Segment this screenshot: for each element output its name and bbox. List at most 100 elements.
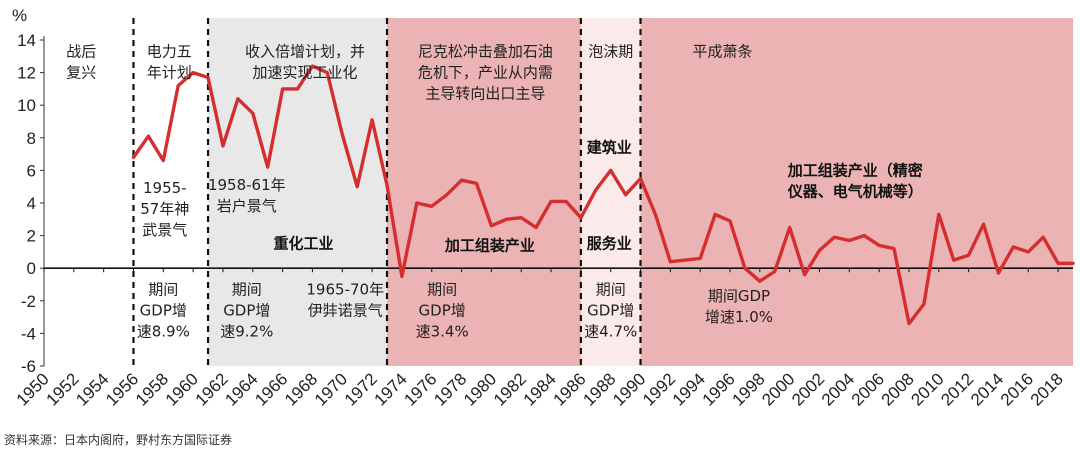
y-tick-label: -6 [21, 357, 36, 376]
annotation-line: 期间GDP [708, 287, 770, 305]
x-tick-label: 2014 [967, 369, 1007, 409]
period-band-2 [580, 18, 641, 366]
annotation-9: 加工组装产业 [444, 236, 535, 254]
x-tick-label: 1964 [221, 369, 261, 409]
x-tick-label: 1988 [579, 369, 619, 409]
x-tick-label: 1984 [520, 369, 560, 409]
annotation-8: 重化工业 [273, 235, 333, 253]
source-note: 资料来源：日本内阁府，野村东方国际证券 [4, 432, 232, 447]
x-tick-label: 2002 [788, 369, 828, 409]
annotation-17: 期间 GDP增速4.7% [584, 280, 637, 340]
annotation-line: 年计划 [147, 63, 192, 81]
annotation-12: 加工组装产业（精密仪器、电气机械等） [787, 161, 923, 200]
y-tick-label: -2 [21, 292, 36, 311]
x-tick-label: 2016 [997, 369, 1037, 409]
annotation-line: 57年神 [140, 200, 189, 218]
annotation-line: 平成萧条 [693, 42, 753, 60]
y-tick-label: 0 [27, 259, 36, 278]
annotation-line: 泡沫期 [588, 42, 633, 60]
annotation-10: 建筑业 [587, 138, 632, 156]
annotation-line: 期间 [596, 280, 626, 298]
annotation-line: 武景气 [142, 221, 187, 239]
x-tick-label: 1976 [400, 369, 440, 409]
annotation-line: 速8.9% [137, 322, 190, 340]
annotation-line: 速3.4% [416, 322, 469, 340]
annotation-4: 泡沫期 [588, 42, 633, 60]
x-tick-label: 2004 [818, 369, 858, 409]
annotation-11: 服务业 [587, 235, 632, 253]
annotation-13: 期间 GDP增速8.9% [137, 280, 190, 340]
annotation-18: 期间GDP 增速1.0% [705, 287, 773, 326]
x-tick-label: 1952 [42, 369, 82, 409]
annotation-line: 岩户景气 [217, 197, 277, 215]
x-tick-label: 1960 [162, 369, 202, 409]
x-tick-label: 1972 [341, 369, 381, 409]
annotation-line: 增速1.0% [705, 308, 773, 326]
annotation-7: 1958-61年岩户景气 [208, 176, 286, 215]
annotation-line: 建筑业 [587, 138, 632, 156]
x-tick-label: 1974 [371, 369, 411, 409]
x-tick-label: 1978 [430, 369, 470, 409]
annotation-line: 1965-70年 [306, 280, 384, 298]
annotation-line: 加工组装产业（精密 [787, 161, 923, 179]
annotation-line: 收入倍增计划，并 [245, 42, 365, 60]
annotation-line: 期间 [148, 280, 178, 298]
annotation-line: 服务业 [587, 235, 632, 253]
annotation-2: 收入倍增计划，并加速实现工业化 [245, 42, 365, 81]
x-tick-label: 2000 [758, 369, 798, 409]
x-tick-label: 1962 [192, 369, 232, 409]
x-tick-label: 1950 [13, 369, 53, 409]
x-tick-label: 1990 [609, 369, 649, 409]
annotation-15: 1965-70年伊弉诺景气 [306, 280, 384, 319]
annotation-line: 速4.7% [584, 322, 637, 340]
y-tick-label: 8 [27, 129, 36, 148]
annotation-line: 期间 [427, 280, 457, 298]
annotation-line: 复兴 [66, 63, 96, 81]
y-tick-label: 4 [27, 194, 36, 213]
annotation-line: GDP增 [223, 301, 270, 319]
period-backgrounds [208, 18, 1073, 366]
annotation-line: 速9.2% [220, 322, 273, 340]
annotation-line: 重化工业 [273, 235, 333, 253]
annotation-line: 战后 [66, 42, 96, 60]
x-tick-label: 1986 [550, 369, 590, 409]
annotation-line: 危机下，产业从内需 [418, 63, 553, 81]
annotation-3: 尼克松冲击叠加石油危机下，产业从内需主导转向出口主导 [418, 42, 553, 102]
annotation-6: 1955- 57年神武景气 [140, 179, 189, 239]
x-tick-label: 1994 [669, 369, 709, 409]
x-tick-label: 1998 [728, 369, 768, 409]
period-band-3 [640, 18, 1073, 366]
y-tick-label: 6 [27, 161, 36, 180]
y-tick-label: 10 [17, 96, 36, 115]
x-tick-label: 2006 [848, 369, 888, 409]
x-tick-label: 1996 [699, 369, 739, 409]
x-tick-label: 1956 [102, 369, 142, 409]
annotation-5: 平成萧条 [693, 42, 753, 60]
y-tick-label: 14 [17, 31, 36, 50]
x-tick-label: 1982 [490, 369, 530, 409]
annotation-line: 期间 [232, 280, 262, 298]
x-tick-label: 1958 [132, 369, 172, 409]
x-tick-label: 1992 [639, 369, 679, 409]
x-tick-label: 1954 [72, 369, 112, 409]
x-tick-label: 2018 [1027, 369, 1067, 409]
annotations: 战后复兴 电力五年计划 收入倍增计划，并加速实现工业化 尼克松冲击叠加石油危机下，产业… [66, 42, 923, 340]
period-band-1 [387, 18, 581, 366]
annotation-line: 尼克松冲击叠加石油 [418, 42, 553, 60]
gdp-growth-line [131, 64, 1075, 326]
annotation-line: 加速实现工业化 [252, 63, 357, 81]
annotation-1: 电力五年计划 [147, 42, 192, 81]
y-tick-label: -4 [21, 324, 36, 343]
annotation-line: 1958-61年 [208, 176, 286, 194]
annotation-line: GDP增 [419, 301, 466, 319]
annotation-16: 期间 GDP增速3.4% [416, 280, 469, 340]
y-tick-label: 2 [27, 227, 36, 246]
annotation-line: GDP增 [140, 301, 187, 319]
annotation-line: 加工组装产业 [444, 236, 535, 254]
annotation-line: 仪器、电气机械等） [787, 182, 923, 200]
x-tick-label: 1966 [251, 369, 291, 409]
series-line [131, 64, 1075, 326]
x-tick-label: 1970 [311, 369, 351, 409]
x-tick-label: 1980 [460, 369, 500, 409]
